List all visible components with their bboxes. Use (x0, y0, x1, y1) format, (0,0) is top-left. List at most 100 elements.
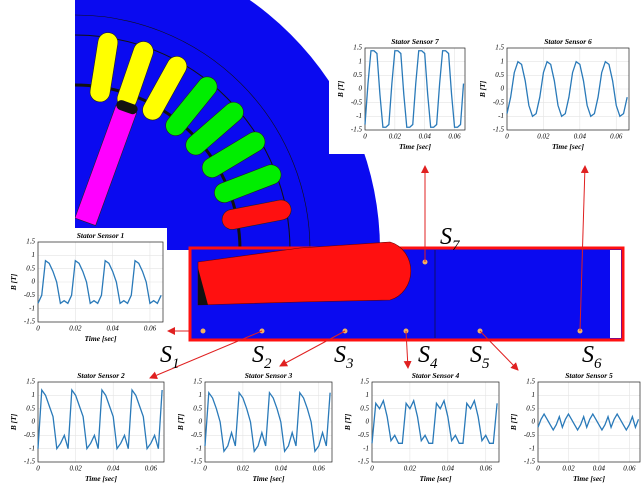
x-tick-label: 0.06 (145, 465, 158, 473)
y-tick-label: 1.5 (353, 44, 362, 52)
sensor-label: S3 (334, 342, 354, 372)
chart-title: Stator Sensor 5 (565, 371, 613, 380)
y-tick-label: -1.5 (24, 318, 36, 326)
sensor-symbol: S (582, 342, 594, 368)
x-tick-label: 0.04 (593, 465, 606, 473)
x-tick-label: 0.04 (419, 133, 432, 141)
zoom-edge (610, 250, 621, 338)
y-axis-label: B [T] (478, 80, 487, 98)
x-tick-label: 0 (363, 133, 367, 141)
sensor-symbol: S (470, 342, 482, 368)
sensor-symbol: S (252, 342, 264, 368)
y-axis-label: B [T] (9, 273, 18, 291)
x-tick-label: 0.06 (480, 465, 493, 473)
x-axis-label: Time [sec] (253, 474, 285, 483)
chart: -1.5-1-0.500.511.500.020.040.06Stator Se… (169, 368, 336, 486)
sensor-subscript: 1 (172, 356, 180, 372)
y-tick-label: 1.5 (495, 44, 504, 52)
x-tick-label: 0.02 (69, 465, 82, 473)
y-axis-label: B [T] (9, 413, 18, 431)
x-tick-label: 0.02 (69, 325, 82, 333)
x-tick-label: 0.06 (313, 465, 326, 473)
x-tick-label: 0 (536, 465, 540, 473)
x-axis-label: Time [sec] (573, 474, 605, 483)
y-tick-label: 0.5 (26, 404, 35, 412)
y-tick-label: -0.5 (24, 291, 36, 299)
x-axis-label: Time [sec] (420, 474, 452, 483)
x-tick-label: 0.02 (537, 133, 550, 141)
chart-title: Stator Sensor 7 (391, 37, 439, 46)
x-tick-label: 0.02 (404, 465, 417, 473)
sensor-label: S5 (470, 342, 490, 372)
y-tick-label: 1 (532, 391, 536, 399)
y-tick-label: -1.5 (24, 458, 36, 466)
y-tick-label: 1.5 (526, 378, 535, 386)
x-tick-label: 0 (370, 465, 374, 473)
y-tick-label: -1.5 (524, 458, 536, 466)
x-tick-label: 0.06 (448, 133, 461, 141)
y-tick-label: 1.5 (26, 238, 35, 246)
x-tick-label: 0.02 (389, 133, 402, 141)
x-tick-label: 0.02 (237, 465, 250, 473)
y-tick-label: -1 (29, 444, 35, 452)
y-axis-label: B [T] (336, 80, 345, 98)
y-tick-label: -1.5 (358, 458, 370, 466)
y-tick-label: -0.5 (351, 98, 363, 106)
y-tick-label: -1 (29, 304, 35, 312)
y-tick-label: 1 (32, 251, 36, 259)
y-tick-label: 0 (359, 85, 363, 93)
sensor-symbol: S (440, 224, 452, 250)
y-tick-label: -0.5 (24, 431, 36, 439)
y-tick-label: -1 (529, 444, 535, 452)
y-tick-label: -0.5 (191, 431, 203, 439)
y-tick-label: -1 (498, 112, 504, 120)
y-axis-label: B [T] (176, 413, 185, 431)
y-tick-label: 1.5 (360, 378, 369, 386)
y-tick-label: -0.5 (524, 431, 536, 439)
y-tick-label: 0 (32, 418, 36, 426)
sensor-subscript: 4 (430, 356, 438, 372)
y-tick-label: -1.5 (351, 126, 363, 134)
y-tick-label: 0.5 (526, 404, 535, 412)
x-tick-label: 0 (36, 325, 40, 333)
sensor-symbol: S (160, 342, 172, 368)
y-tick-label: 0 (32, 278, 36, 286)
x-tick-label: 0.02 (562, 465, 575, 473)
y-tick-label: 0 (366, 418, 370, 426)
x-tick-label: 0.06 (623, 465, 636, 473)
chart-title: Stator Sensor 2 (77, 371, 125, 380)
y-tick-label: -1 (356, 112, 362, 120)
chart: -1.5-1-0.500.511.500.020.040.06Stator Se… (471, 34, 633, 154)
x-tick-label: 0.04 (275, 465, 288, 473)
sensor-subscript: 2 (264, 356, 272, 372)
y-tick-label: 0.5 (495, 71, 504, 79)
y-tick-label: -1.5 (191, 458, 203, 466)
sensor-dot (201, 329, 206, 334)
figure: -1.5 -1 -0.5 0 0.5 1 1.5 0 0.02 0.04 0.06 Stator Se… (0, 0, 643, 494)
y-tick-label: 0 (501, 85, 505, 93)
y-tick-label: 0.5 (193, 404, 202, 412)
y-tick-label: 0 (532, 418, 536, 426)
sensor-symbol: S (334, 342, 346, 368)
y-axis-label: B [T] (343, 413, 352, 431)
sensor-symbol: S (418, 342, 430, 368)
chart-title: Stator Sensor 4 (412, 371, 460, 380)
sensor-subscript: 5 (482, 356, 490, 372)
y-tick-label: -0.5 (358, 431, 370, 439)
x-tick-label: 0.04 (442, 465, 455, 473)
y-axis-label: B [T] (509, 413, 518, 431)
y-tick-label: 1 (501, 57, 505, 65)
y-tick-label: 1 (359, 57, 363, 65)
y-tick-label: -1 (196, 444, 202, 452)
y-tick-label: 1 (32, 391, 36, 399)
y-tick-label: 0.5 (353, 71, 362, 79)
chart-title: Stator Sensor 6 (544, 37, 592, 46)
x-axis-label: Time [sec] (85, 474, 117, 483)
chart: -1.5-1-0.500.511.500.020.040.06Stator Se… (2, 368, 168, 486)
y-tick-label: 1.5 (193, 378, 202, 386)
sensor-subscript: 3 (345, 356, 354, 372)
sensor-label: S2 (252, 342, 272, 372)
chart: -1.5 -1 -0.5 0 0.5 1 1.5 0 0.02 0.04 0.06 Stator Se… (329, 34, 469, 154)
